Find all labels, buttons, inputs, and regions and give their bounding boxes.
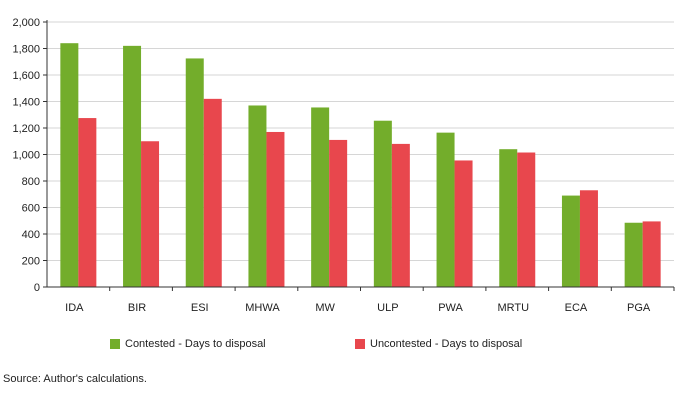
bar-uncontested-ida [78, 118, 97, 287]
bar-contested-mhwa [248, 105, 267, 287]
axes [43, 20, 675, 291]
x-tick-label: BIR [128, 302, 146, 314]
x-tick-label: IDA [65, 302, 84, 314]
x-tick-label: PGA [627, 302, 651, 314]
bar-uncontested-pwa [454, 160, 473, 287]
bars [60, 43, 661, 288]
bar-contested-pwa [436, 132, 455, 287]
y-tick-label: 200 [22, 256, 40, 268]
y-tick-label: 0 [34, 282, 40, 294]
x-tick-label: PWA [438, 302, 463, 314]
legend-item-uncontested: Uncontested - Days to disposal [355, 338, 522, 350]
bar-uncontested-mhwa [266, 131, 285, 287]
bar-contested-ulp [373, 120, 392, 288]
bar-contested-bir [123, 45, 142, 287]
y-tick-label: 2,000 [12, 17, 40, 29]
bar-contested-ida [60, 43, 79, 288]
bar-contested-mrtu [499, 149, 518, 287]
legend-label-contested: Contested - Days to disposal [125, 338, 266, 350]
x-tick-label: MRTU [497, 302, 529, 314]
y-tick-label: 1,000 [12, 150, 40, 162]
bar-contested-pga [624, 222, 643, 287]
bar-contested-eca [561, 195, 580, 287]
source-note: Source: Author's calculations. [3, 373, 147, 385]
y-tick-label: 1,200 [12, 123, 40, 135]
y-tick-label: 1,400 [12, 97, 40, 109]
bar-uncontested-esi [203, 98, 222, 287]
y-tick-label: 400 [22, 229, 40, 241]
legend-item-contested: Contested - Days to disposal [110, 338, 266, 350]
y-tick-label: 800 [22, 176, 40, 188]
x-tick-label: ECA [565, 302, 588, 314]
bar-contested-esi [185, 58, 204, 287]
axis-labels: 0 200 400 600 800 1,000 1,200 1,400 1,600 1,800 2,… [12, 17, 650, 314]
legend-swatch-contested [110, 339, 120, 349]
bar-contested-mw [311, 107, 330, 288]
bar-uncontested-mrtu [517, 152, 536, 287]
bar-uncontested-mw [329, 139, 348, 287]
x-tick-label: ESI [191, 302, 209, 314]
x-tick-label: ULP [377, 302, 398, 314]
bar-uncontested-ulp [391, 143, 410, 287]
y-tick-label: 600 [22, 203, 40, 215]
y-tick-label: 1,800 [12, 44, 40, 56]
legend-label-uncontested: Uncontested - Days to disposal [370, 338, 523, 350]
x-tick-label: MW [315, 302, 335, 314]
y-tick-label: 1,600 [12, 70, 40, 82]
x-tick-label: MHWA [245, 302, 280, 314]
bar-uncontested-pga [642, 221, 661, 287]
bar-uncontested-eca [579, 190, 598, 287]
bar-uncontested-bir [141, 141, 160, 287]
legend-swatch-uncontested [355, 339, 365, 349]
